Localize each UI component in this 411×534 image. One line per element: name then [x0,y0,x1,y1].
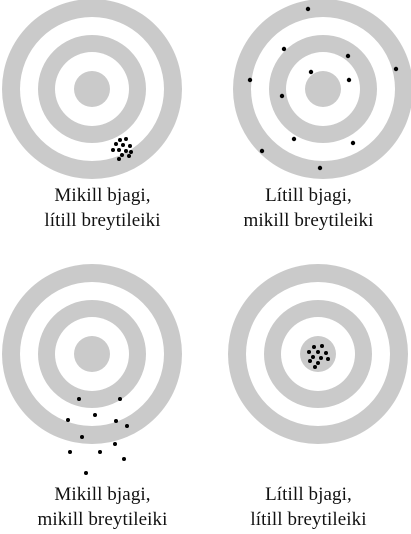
shot-dot [117,157,121,161]
shot-dot [98,450,102,454]
shot-dot [320,344,324,348]
shot-dot [122,457,126,461]
shot-dot [113,442,117,446]
shot-dot [308,359,312,363]
shot-dot [393,66,399,72]
shot-dot [291,136,297,142]
shot-dot [125,424,129,428]
caption-variance: mikill breytileiki [243,210,374,231]
caption-bias: Mikill bjagi, [54,484,151,505]
shot-dot [346,77,352,83]
shot-dot [316,350,320,354]
shot-dot [77,397,81,401]
target-diagram [233,0,411,179]
shot-dot [124,137,128,141]
target-bullseye [305,71,341,107]
shot-dot [308,69,314,75]
shot-dot [281,46,287,52]
caption-variance: lítill breytileiki [44,210,161,231]
shot-dot [326,357,330,361]
shot-dot [311,355,315,359]
shot-dot [118,397,122,401]
target-panel-high-bias-high-variance: Mikill bjagi, mikill breytileiki [0,264,205,534]
panel-caption: Mikill bjagi, lítill breytileiki [0,183,205,233]
target-panel-low-bias-low-variance: Lítill bjagi, lítill breytileiki [206,264,411,534]
shot-dot [121,143,125,147]
shot-dot [307,350,311,354]
caption-bias: Lítill bjagi, [265,185,352,206]
shot-dot [80,435,84,439]
shot-dot [68,450,72,454]
caption-bias: Mikill bjagi, [54,185,151,206]
target-diagram [2,264,182,475]
shot-dot [317,165,323,171]
target-rings [2,0,182,179]
target-diagram [228,264,408,444]
panel-caption: Lítill bjagi, lítill breytileiki [206,482,411,532]
shot-dot [111,148,115,152]
caption-bias: Lítill bjagi, [265,484,352,505]
target-bullseye [74,336,110,372]
target-panel-high-bias-low-variance: Mikill bjagi, lítill breytileiki [0,0,205,267]
shot-dots [247,6,399,171]
shot-dots [307,344,330,369]
shot-dots [111,137,133,161]
target-panel-low-bias-high-variance: Lítill bjagi, mikill breytileiki [206,0,411,267]
shot-dot [120,153,124,157]
shot-dot [279,93,285,99]
shot-dot [93,413,97,417]
shot-dot [324,351,328,355]
shot-dot [259,148,265,154]
shot-dot [316,361,320,365]
target-diagram [2,0,182,179]
panel-caption: Lítill bjagi, mikill breytileiki [206,183,411,233]
shot-dot [124,149,128,153]
shot-dot [127,154,131,158]
target-bullseye [74,71,110,107]
shot-dot [114,419,118,423]
caption-variance: mikill breytileiki [37,509,168,530]
shot-dot [313,365,317,369]
shot-dot [129,150,133,154]
shot-dot [118,138,122,142]
shot-dot [305,6,311,12]
shot-dot [84,471,88,475]
shot-dot [350,140,356,146]
shot-dot [319,356,323,360]
caption-variance: lítill breytileiki [250,509,367,530]
shot-dot [345,53,351,59]
shot-dot [66,418,70,422]
shot-dot [128,144,132,148]
panel-caption: Mikill bjagi, mikill breytileiki [0,482,205,532]
target-rings [2,264,182,444]
shot-dot [114,142,118,146]
shot-dot [247,77,253,83]
shot-dot [312,345,316,349]
shot-dots [66,397,129,475]
target-rings [233,0,411,179]
shot-dot [117,148,121,152]
